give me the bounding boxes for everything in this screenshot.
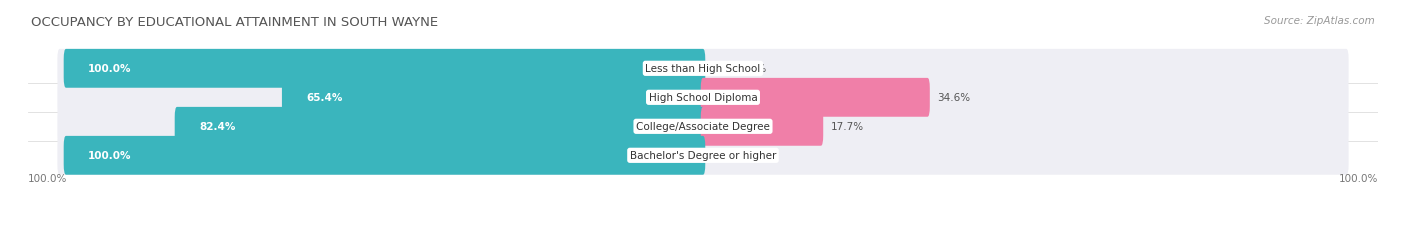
Text: 65.4%: 65.4% — [307, 93, 343, 103]
FancyBboxPatch shape — [700, 107, 824, 146]
FancyBboxPatch shape — [63, 50, 706, 88]
Text: 100.0%: 100.0% — [28, 173, 67, 183]
FancyBboxPatch shape — [174, 107, 706, 146]
FancyBboxPatch shape — [58, 50, 1348, 88]
Text: Less than High School: Less than High School — [645, 64, 761, 74]
Text: Bachelor's Degree or higher: Bachelor's Degree or higher — [630, 151, 776, 161]
FancyBboxPatch shape — [58, 107, 1348, 146]
Text: 82.4%: 82.4% — [200, 122, 235, 132]
Text: College/Associate Degree: College/Associate Degree — [636, 122, 770, 132]
FancyBboxPatch shape — [58, 79, 1348, 117]
Text: 34.6%: 34.6% — [936, 93, 970, 103]
Text: OCCUPANCY BY EDUCATIONAL ATTAINMENT IN SOUTH WAYNE: OCCUPANCY BY EDUCATIONAL ATTAINMENT IN S… — [31, 16, 439, 29]
Text: 100.0%: 100.0% — [89, 64, 132, 74]
Text: 100.0%: 100.0% — [89, 151, 132, 161]
FancyBboxPatch shape — [700, 79, 929, 117]
Text: 0.0%: 0.0% — [741, 151, 768, 161]
Text: 17.7%: 17.7% — [831, 122, 863, 132]
FancyBboxPatch shape — [283, 79, 706, 117]
FancyBboxPatch shape — [58, 136, 1348, 175]
Text: High School Diploma: High School Diploma — [648, 93, 758, 103]
Text: Source: ZipAtlas.com: Source: ZipAtlas.com — [1264, 16, 1375, 26]
Text: 0.0%: 0.0% — [741, 64, 768, 74]
Text: 100.0%: 100.0% — [1339, 173, 1378, 183]
FancyBboxPatch shape — [63, 136, 706, 175]
